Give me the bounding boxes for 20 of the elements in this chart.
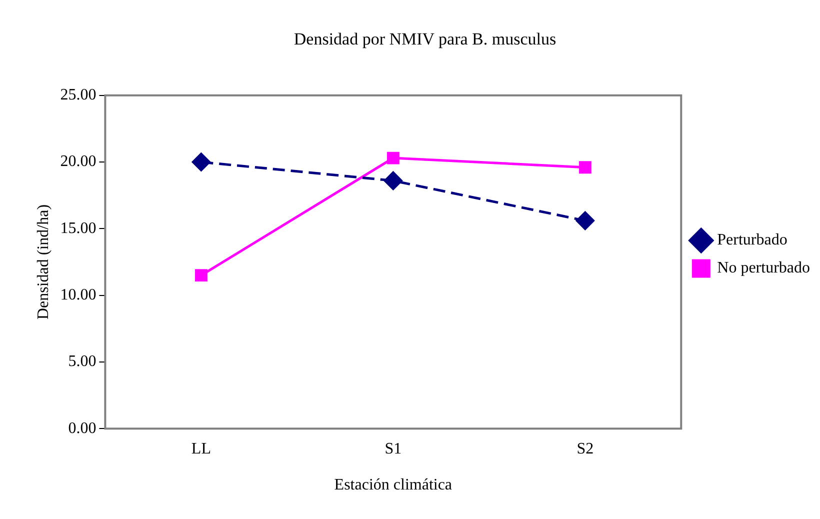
y-tick-label: 0.00 xyxy=(68,420,96,437)
y-tick-label: 15.00 xyxy=(60,220,96,237)
x-tick-label: S2 xyxy=(576,440,594,458)
x-tick-label: S1 xyxy=(384,440,402,458)
y-tick-label: 20.00 xyxy=(60,153,96,170)
x-tick-label: LL xyxy=(191,440,211,458)
point xyxy=(386,152,400,164)
legend-label: Perturbado xyxy=(717,232,788,249)
point xyxy=(194,269,208,282)
y-tick-label: 25.00 xyxy=(60,86,96,104)
point xyxy=(576,211,594,230)
point xyxy=(578,161,592,174)
legend-label: No perturbado xyxy=(717,260,810,277)
point xyxy=(384,171,402,190)
point xyxy=(192,152,210,172)
y-tick-label: 5.00 xyxy=(68,353,96,370)
y-tick-label: 10.00 xyxy=(60,286,96,304)
chart-title: Densidad por NMIV para B. musculus xyxy=(294,30,556,49)
y-axis-title: Densidad (ind/ha) xyxy=(34,204,52,320)
x-axis-title: Estación climática xyxy=(334,476,452,494)
